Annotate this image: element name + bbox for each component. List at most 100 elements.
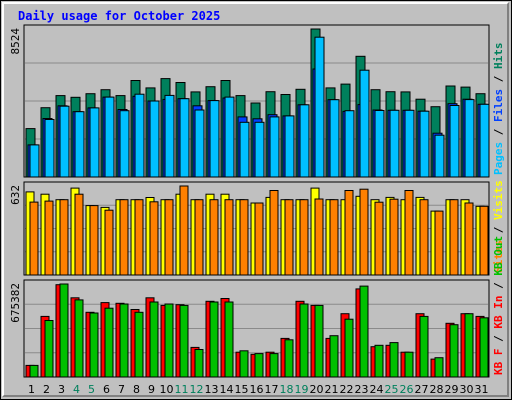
bar-sites-day-28 (434, 210, 444, 276)
day-label: 13 (205, 383, 219, 396)
max-label-hits-files-pages: 8524 (9, 28, 22, 55)
bar-kb-out-day-11 (179, 304, 189, 378)
chart-marks (25, 28, 490, 378)
bar-kb-out-day-9 (149, 301, 159, 378)
bar-sites-day-30 (464, 202, 474, 276)
bar-pages-day-27 (419, 110, 430, 178)
bar-pages-day-1 (29, 144, 40, 178)
bar-sites-day-18 (284, 199, 294, 276)
bar-pages-day-11 (179, 98, 190, 178)
legend-separator: / (492, 329, 505, 349)
bar-sites-day-22 (344, 190, 354, 276)
bar-pages-day-18 (284, 115, 295, 178)
day-label: 19 (295, 383, 309, 396)
bar-pages-day-25 (389, 109, 400, 178)
bar-sites-day-8 (134, 199, 144, 276)
bar-kb-out-day-24 (374, 344, 384, 378)
day-label: 1 (28, 383, 35, 396)
bar-kb-out-day-18 (284, 339, 294, 378)
legend-hits-files-pages: Pages / Files / Hits (492, 43, 505, 176)
bar-pages-day-28 (434, 134, 445, 178)
bar-kb-out-day-20 (314, 304, 324, 378)
legend-separator: / (492, 276, 505, 296)
legend-separator: / (492, 69, 505, 89)
day-label: 25 (385, 383, 399, 396)
bars-hits-files-pages (25, 28, 490, 178)
bar-pages-day-20 (314, 36, 325, 178)
bar-pages-day-6 (104, 96, 115, 178)
max-label-kbin-kbout: 675382 (9, 283, 22, 323)
bar-pages-day-13 (209, 100, 220, 178)
bar-sites-day-11 (179, 185, 189, 276)
bar-sites-day-9 (149, 201, 159, 276)
bar-kb-out-day-3 (59, 283, 69, 378)
frame-bevel (2, 2, 509, 397)
bar-pages-day-9 (149, 100, 160, 178)
bar-kb-out-day-22 (344, 318, 354, 378)
day-label: 4 (73, 383, 80, 396)
bar-pages-day-4 (74, 111, 85, 178)
bar-kb-out-day-12 (194, 349, 204, 378)
bar-kb-out-day-21 (329, 335, 339, 378)
bar-pages-day-5 (89, 107, 100, 178)
bar-sites-day-19 (299, 199, 309, 276)
bar-pages-day-31 (479, 103, 490, 178)
bar-kb-out-day-13 (209, 301, 219, 378)
day-label: 29 (445, 383, 459, 396)
bar-sites-day-14 (224, 199, 234, 276)
max-label-visits-sites: 632 (9, 185, 22, 205)
day-label: 5 (88, 383, 95, 396)
bar-pages-day-10 (164, 94, 175, 178)
legend-item-files: Files (492, 89, 505, 122)
day-label: 30 (460, 383, 474, 396)
bar-pages-day-3 (59, 105, 70, 178)
bar-sites-day-6 (104, 209, 114, 276)
legend-item-kb-out: KB Out (492, 236, 505, 276)
bar-kb-out-day-4 (74, 299, 84, 378)
bar-kb-out-day-17 (269, 353, 279, 378)
bar-pages-day-14 (224, 96, 235, 178)
day-label: 22 (340, 383, 354, 396)
legend-item-sites: Sites (492, 240, 505, 273)
day-label: 12 (190, 383, 204, 396)
bar-sites-day-24 (374, 201, 384, 276)
bar-kb-out-day-27 (419, 315, 429, 378)
bar-pages-day-8 (134, 93, 145, 178)
bar-kb-out-day-29 (449, 324, 459, 378)
bar-pages-day-29 (449, 105, 460, 178)
bar-kb-out-day-25 (389, 342, 399, 378)
day-label: 8 (133, 383, 140, 396)
bar-pages-day-2 (44, 119, 55, 178)
bar-pages-day-24 (374, 110, 385, 178)
bar-sites-day-21 (329, 199, 339, 276)
bar-kb-out-day-15 (239, 350, 249, 378)
day-label: 18 (280, 383, 294, 396)
bar-kb-out-day-7 (119, 303, 129, 378)
bar-sites-day-20 (314, 198, 324, 276)
legend-kbin-kbout: KB F / KB In / KB Out (492, 236, 505, 375)
bar-kb-out-day-6 (104, 307, 114, 378)
day-label: 20 (310, 383, 324, 396)
day-label: 16 (250, 383, 264, 396)
day-label: 10 (160, 383, 174, 396)
day-label: 26 (400, 383, 414, 396)
day-label: 3 (58, 383, 65, 396)
bar-pages-day-26 (404, 109, 415, 178)
bar-sites-day-15 (239, 199, 249, 276)
legend-item-pages: Pages (492, 142, 505, 175)
legend-separator: / (492, 220, 505, 240)
bar-pages-day-23 (359, 69, 370, 178)
bar-sites-day-16 (254, 202, 264, 276)
day-label: 24 (370, 383, 384, 396)
bar-pages-day-12 (194, 109, 205, 178)
bar-pages-day-17 (269, 116, 280, 178)
day-label: 28 (430, 383, 444, 396)
bar-kb-out-day-16 (254, 353, 264, 378)
day-labels: 1 2 3 4 5 6 7 8 9 10 11 12 13 14 15 16 17 18 19 20 21 22 23 24 2… (28, 383, 489, 396)
bar-pages-day-30 (464, 99, 475, 178)
day-label: 2 (43, 383, 50, 396)
bars-visits-sites (25, 185, 489, 276)
bar-sites-day-23 (359, 188, 369, 276)
